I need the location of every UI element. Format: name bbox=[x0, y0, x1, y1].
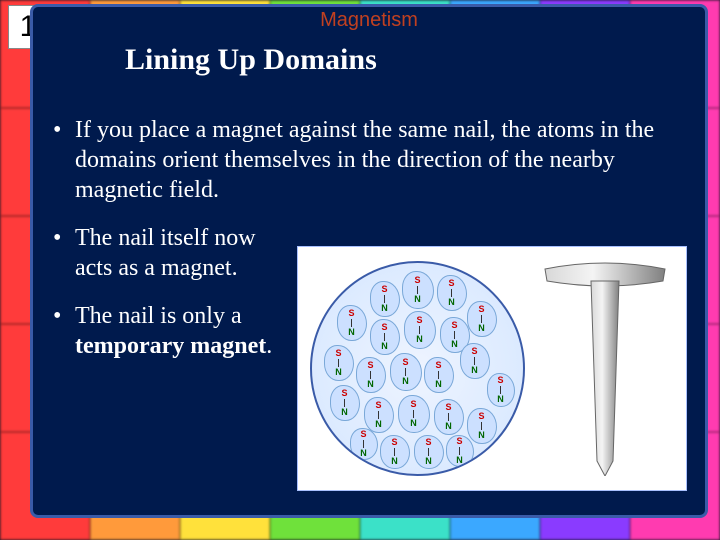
domain-grain: SN bbox=[404, 311, 436, 349]
domain-grain: SN bbox=[324, 345, 354, 381]
domain-grain: SN bbox=[434, 399, 464, 435]
domain-grain: SN bbox=[370, 281, 400, 317]
bullet-text: The nail itself now acts as a magnet. bbox=[75, 223, 285, 283]
nail-illustration bbox=[535, 261, 675, 476]
domain-grain: SN bbox=[467, 301, 497, 337]
domain-grain: SN bbox=[467, 408, 497, 444]
domain-grain: SN bbox=[460, 343, 490, 379]
domain-grain: SN bbox=[414, 435, 444, 469]
domain-grain: SN bbox=[402, 271, 434, 309]
domain-grain: SN bbox=[380, 435, 410, 469]
bullet-dot: • bbox=[53, 115, 75, 205]
bullet-dot: • bbox=[53, 301, 75, 361]
domain-grain: SN bbox=[446, 435, 474, 467]
domain-grain: SN bbox=[364, 397, 394, 433]
bullet-text: The nail is only a temporary magnet. bbox=[75, 301, 285, 361]
domain-grain: SN bbox=[398, 395, 430, 433]
domain-grain: SN bbox=[350, 428, 378, 460]
slide-title: Lining Up Domains bbox=[125, 43, 685, 77]
domain-grain: SN bbox=[390, 353, 422, 391]
domain-grain: SN bbox=[487, 373, 515, 407]
domain-grain: SN bbox=[437, 275, 467, 311]
domain-grain: SN bbox=[370, 319, 400, 355]
chapter-label: Magnetism bbox=[320, 9, 418, 32]
bullet-1: • If you place a magnet against the same… bbox=[53, 115, 685, 205]
main-slide-panel: Magnetism Lining Up Domains • If you pla… bbox=[30, 4, 708, 518]
figure-container: SNSNSNSNSNSNSNSNSNSNSNSNSNSNSNSNSNSNSNSN… bbox=[297, 246, 687, 491]
domain-grain: SN bbox=[356, 357, 386, 393]
domain-grain: SN bbox=[337, 305, 367, 341]
bullet-text: If you place a magnet against the same n… bbox=[75, 115, 685, 205]
bullet-dot: • bbox=[53, 223, 75, 283]
domain-grain: SN bbox=[330, 385, 360, 421]
magnetic-domains-diagram: SNSNSNSNSNSNSNSNSNSNSNSNSNSNSNSNSNSNSNSN… bbox=[310, 261, 525, 476]
domain-grain: SN bbox=[424, 357, 454, 393]
